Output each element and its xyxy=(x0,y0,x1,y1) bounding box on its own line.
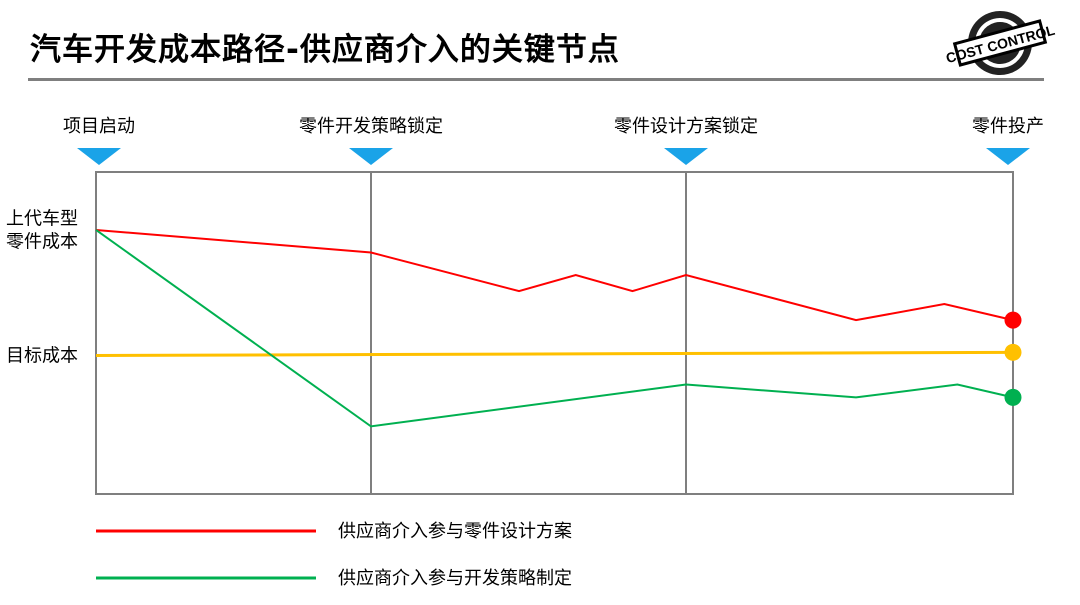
legend-label: 供应商介入参与零件设计方案 xyxy=(338,521,572,542)
series-end-point xyxy=(1004,388,1022,406)
series-line xyxy=(95,350,1014,358)
series-end-point xyxy=(1004,311,1022,329)
series-line xyxy=(95,228,1014,322)
y-axis-label: 零件成本 xyxy=(6,231,78,252)
legend-label: 供应商介入参与开发策略制定 xyxy=(338,568,572,589)
milestone-marker-icon xyxy=(349,148,393,165)
title-divider xyxy=(28,78,1044,81)
milestone-label: 零件设计方案锁定 xyxy=(614,116,758,137)
y-axis-label: 上代车型 xyxy=(6,208,78,229)
milestone-marker-icon xyxy=(77,148,121,165)
milestone-label: 项目启动 xyxy=(63,116,135,137)
series-line xyxy=(95,229,1014,428)
milestone-marker-icon xyxy=(986,148,1030,165)
milestone-label: 零件开发策略锁定 xyxy=(299,116,443,137)
cost-control-logo: COST CONTROL xyxy=(944,11,1057,75)
milestone-marker-icon xyxy=(664,148,708,165)
series-end-point xyxy=(1004,343,1022,361)
milestone-label: 零件投产 xyxy=(972,116,1044,137)
page-title: 汽车开发成本路径-供应商介入的关键节点 xyxy=(30,32,620,68)
chart-frame xyxy=(95,171,1014,495)
y-axis-label: 目标成本 xyxy=(6,346,78,367)
